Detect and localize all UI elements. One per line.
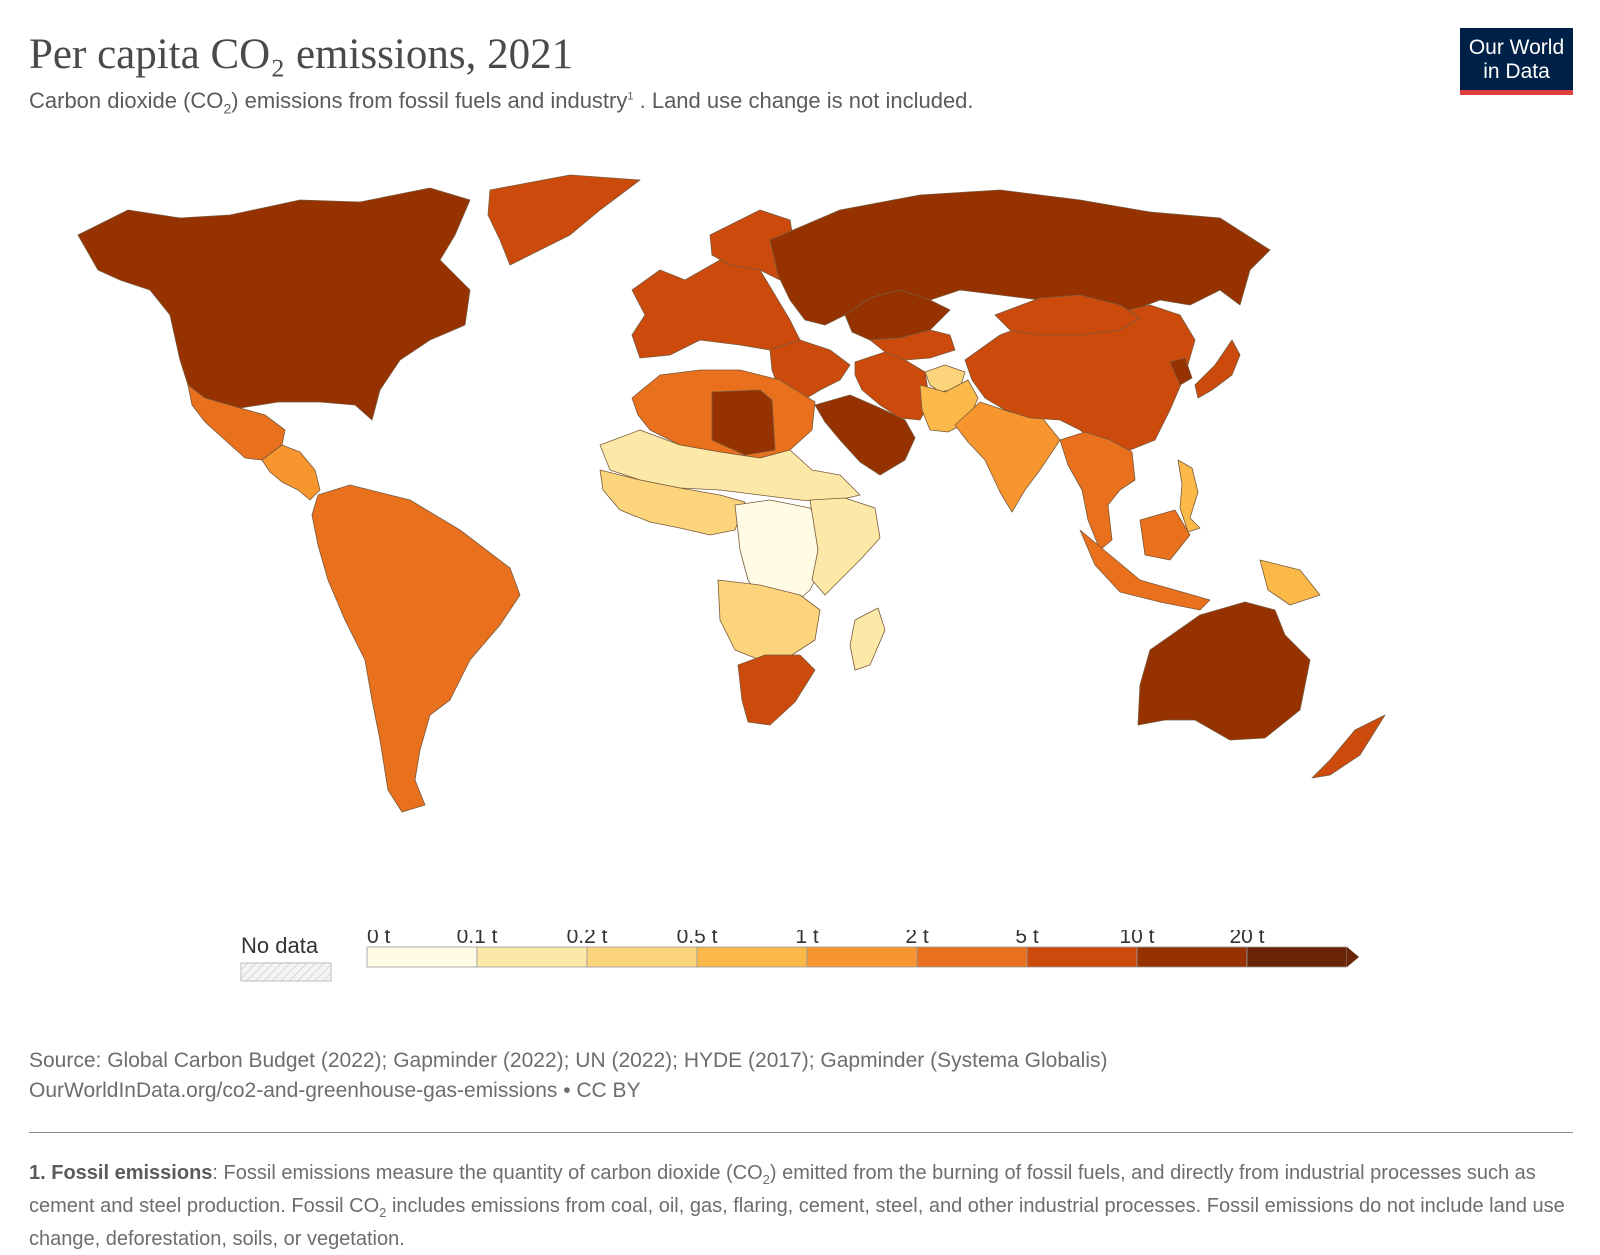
world-map	[77, 174, 1386, 813]
legend-tick-label: 0.2 t	[567, 930, 608, 948]
region-korea[interactable]	[1169, 357, 1193, 386]
region-south-africa[interactable]	[737, 654, 816, 726]
region-russia[interactable]	[769, 189, 1271, 326]
region-japan[interactable]	[1194, 339, 1241, 399]
region-mongolia[interactable]	[994, 294, 1141, 336]
region-arabian-peninsula[interactable]	[814, 394, 916, 476]
legend-bin-2[interactable]	[586, 946, 698, 968]
region-south-america[interactable]	[311, 484, 521, 813]
logo-line-1: Our World	[1468, 36, 1565, 59]
source-text: Source: Global Carbon Budget (2022); Gap…	[29, 1046, 1108, 1106]
legend-bin-1[interactable]	[476, 946, 588, 968]
source-url[interactable]: OurWorldInData.org/co2-and-greenhouse-ga…	[29, 1079, 641, 1102]
chart-title: Per capita CO₂ emissions, 2021	[29, 31, 574, 78]
legend-bin-4[interactable]	[806, 946, 918, 968]
logo-line-2: in Data	[1483, 60, 1550, 83]
legend-tick-label: 10 t	[1119, 930, 1154, 948]
region-kazakhstan[interactable]	[844, 289, 951, 341]
region-east-africa[interactable]	[809, 497, 881, 596]
chart-subtitle: Carbon dioxide (CO2) emissions from foss…	[29, 88, 974, 117]
region-southern-africa[interactable]	[717, 579, 821, 661]
region-australia[interactable]	[1137, 601, 1311, 741]
color-legend: No data 0 t 0.1 t 0.2 t 0.5 t 1 t 2 t 5 t 10 t 2…	[240, 930, 1359, 982]
region-papua-new-guinea[interactable]	[1259, 559, 1321, 606]
region-indonesia[interactable]	[1079, 509, 1211, 611]
legend-tick-label: 5 t	[1015, 930, 1039, 948]
region-philippines[interactable]	[1177, 459, 1201, 533]
region-southeast-asia[interactable]	[1059, 431, 1136, 551]
region-new-zealand[interactable]	[1311, 714, 1386, 779]
no-data-label: No data	[241, 933, 319, 958]
region-central-america[interactable]	[261, 444, 321, 501]
region-iran[interactable]	[854, 351, 931, 421]
legend-bin-7[interactable]	[1136, 946, 1248, 968]
no-data-swatch	[240, 962, 332, 982]
region-madagascar[interactable]	[849, 607, 886, 671]
region-greenland[interactable]	[487, 174, 641, 266]
owid-logo[interactable]: Our World in Data	[1460, 28, 1573, 95]
legend-tick-label: 20 t	[1229, 930, 1264, 948]
region-north-america[interactable]	[77, 187, 471, 421]
legend-bin-5[interactable]	[916, 946, 1028, 968]
legend-bin-3[interactable]	[696, 946, 808, 968]
footnote: 1. Fossil emissions: Fossil emissions me…	[29, 1162, 1565, 1250]
legend-arrow-icon	[1347, 947, 1359, 967]
region-west-africa[interactable]	[599, 469, 746, 536]
legend-tick-label: 0 t	[367, 930, 391, 948]
footer-divider	[29, 1132, 1573, 1133]
legend-bin-8[interactable]	[1246, 946, 1348, 968]
footnote-title: 1. Fossil emissions	[29, 1162, 213, 1184]
legend-tick-label: 1 t	[795, 930, 819, 948]
region-libya[interactable]	[711, 389, 776, 456]
source-line: Source: Global Carbon Budget (2022); Gap…	[29, 1049, 1108, 1072]
legend-tick-label: 0.5 t	[677, 930, 718, 948]
legend-bin-6[interactable]	[1026, 946, 1138, 968]
region-central-africa[interactable]	[734, 499, 831, 609]
legend-tick-label: 2 t	[905, 930, 929, 948]
legend-tick-label: 0.1 t	[457, 930, 498, 948]
legend-bin-0[interactable]	[366, 946, 478, 968]
